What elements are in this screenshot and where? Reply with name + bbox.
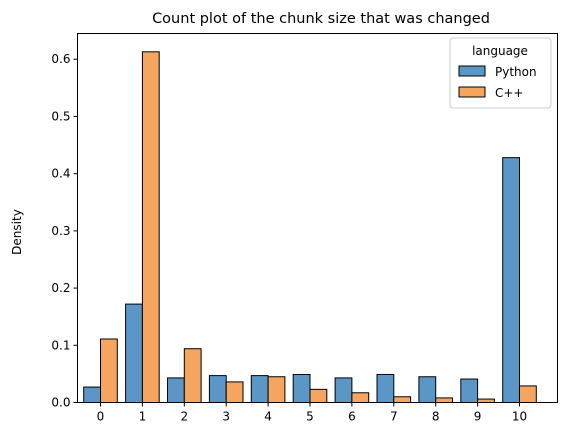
bar-c-6 (352, 393, 369, 403)
x-tick-label: 9 (474, 410, 482, 424)
bar-c-1 (142, 52, 159, 403)
bar-c-3 (226, 382, 243, 403)
chart-title: Count plot of the chunk size that was ch… (152, 11, 490, 27)
bar-c-7 (394, 397, 411, 403)
legend-title: language (472, 44, 528, 58)
bar-python-4 (251, 376, 268, 403)
x-tick-label: 8 (432, 410, 440, 424)
bar-python-1 (126, 304, 143, 402)
bar-python-9 (461, 379, 478, 402)
x-axis-ticks: 0 1 2 3 4 5 6 7 8 9 10 (97, 403, 527, 424)
y-tick-label: 0.2 (51, 281, 70, 295)
x-tick-label: 4 (264, 410, 272, 424)
bar-c-0 (101, 339, 118, 403)
bar-c-9 (478, 399, 495, 402)
x-tick-label: 1 (139, 410, 147, 424)
x-tick-label: 3 (222, 410, 230, 424)
legend: language Python C++ (450, 38, 551, 108)
y-axis-label: Density (10, 209, 24, 255)
bar-c-2 (184, 349, 201, 403)
bar-python-8 (419, 377, 436, 403)
bar-c-10 (520, 386, 537, 403)
x-tick-label: 0 (97, 410, 105, 424)
bar-python-0 (84, 387, 101, 402)
y-tick-label: 0.6 (51, 52, 70, 66)
bar-c-5 (310, 389, 327, 402)
x-tick-label: 2 (180, 410, 188, 424)
legend-swatch-c (459, 87, 485, 97)
x-tick-label: 7 (390, 410, 398, 424)
bar-python-2 (168, 378, 185, 403)
bar-python-3 (209, 376, 226, 403)
y-tick-label: 0.4 (51, 167, 70, 181)
bar-python-7 (377, 374, 394, 402)
bar-c-8 (436, 398, 453, 403)
y-tick-label: 0.1 (51, 338, 70, 352)
legend-swatch-python (459, 66, 485, 76)
bar-python-10 (503, 158, 520, 403)
y-tick-label: 0.3 (51, 224, 70, 238)
legend-label-c: C++ (495, 86, 524, 100)
y-tick-label: 0.5 (51, 109, 70, 123)
legend-label-python: Python (495, 65, 537, 79)
x-tick-label: 6 (348, 410, 356, 424)
x-tick-label: 5 (306, 410, 314, 424)
y-tick-label: 0.0 (51, 396, 70, 410)
y-axis-ticks: 0.0 0.1 0.2 0.3 0.4 0.5 0.6 (51, 52, 77, 409)
bar-c-4 (268, 377, 285, 403)
bar-python-5 (293, 374, 310, 402)
x-tick-label: 10 (512, 410, 527, 424)
bar-python-6 (335, 378, 352, 403)
